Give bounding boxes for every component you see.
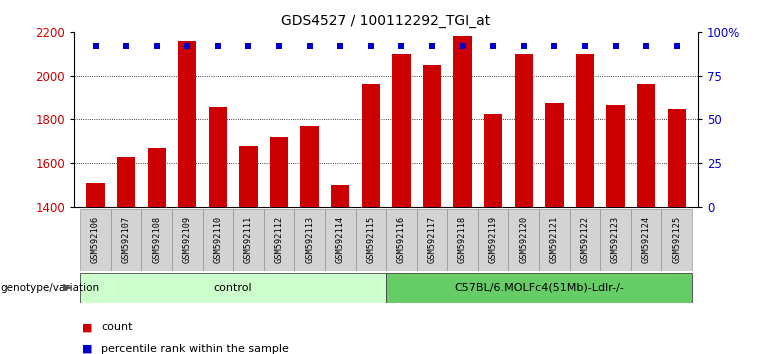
Bar (484, 114, 502, 207)
Point (334, 43, 346, 49)
Text: GSM592112: GSM592112 (275, 216, 284, 263)
Bar (661, 209, 692, 271)
Bar (203, 209, 233, 271)
Bar (147, 148, 166, 207)
Text: GSM592107: GSM592107 (122, 216, 130, 263)
Bar (117, 157, 135, 207)
Bar (478, 209, 509, 271)
Bar (386, 209, 417, 271)
Point (426, 43, 438, 49)
Point (579, 43, 591, 49)
Bar (453, 36, 472, 207)
Bar (423, 65, 441, 207)
Bar (515, 54, 533, 207)
Point (243, 43, 255, 49)
Bar (386, 273, 692, 303)
Bar (417, 209, 447, 271)
Text: control: control (214, 282, 253, 293)
Bar (362, 84, 380, 207)
Text: ■: ■ (82, 322, 92, 332)
Point (89, 43, 101, 49)
Bar (509, 209, 539, 271)
Text: count: count (101, 322, 133, 332)
Bar (356, 209, 386, 271)
Point (671, 43, 683, 49)
Point (609, 43, 622, 49)
Text: GSM592116: GSM592116 (397, 216, 406, 263)
Point (303, 43, 316, 49)
Text: GSM592111: GSM592111 (244, 216, 253, 263)
Bar (631, 209, 661, 271)
Point (487, 43, 499, 49)
Text: GSM592125: GSM592125 (672, 216, 681, 263)
Text: GSM592122: GSM592122 (580, 216, 590, 263)
Text: GSM592110: GSM592110 (214, 216, 222, 263)
Bar (239, 146, 257, 207)
Point (456, 43, 469, 49)
Bar (576, 54, 594, 207)
Text: C57BL/6.MOLFc4(51Mb)-Ldlr-/-: C57BL/6.MOLFc4(51Mb)-Ldlr-/- (454, 282, 624, 293)
Bar (111, 209, 141, 271)
Bar (264, 209, 294, 271)
Bar (539, 209, 569, 271)
Bar (141, 209, 172, 271)
Text: GSM592124: GSM592124 (642, 216, 651, 263)
Text: GSM592114: GSM592114 (335, 216, 345, 263)
Text: GSM592121: GSM592121 (550, 216, 558, 263)
Text: GSM592108: GSM592108 (152, 216, 161, 263)
Bar (233, 209, 264, 271)
Text: GSM592106: GSM592106 (91, 216, 100, 263)
Bar (569, 209, 601, 271)
Text: GSM592113: GSM592113 (305, 216, 314, 263)
Bar (545, 103, 563, 207)
Bar (172, 209, 203, 271)
Bar (87, 183, 105, 207)
Point (548, 43, 561, 49)
Bar (601, 209, 631, 271)
Bar (178, 41, 197, 207)
Bar (80, 273, 386, 303)
Point (273, 43, 285, 49)
Bar (270, 137, 289, 207)
Text: GSM592115: GSM592115 (367, 216, 375, 263)
Text: GSM592119: GSM592119 (488, 216, 498, 263)
Point (395, 43, 408, 49)
Bar (637, 84, 655, 207)
Point (151, 43, 163, 49)
Point (517, 43, 530, 49)
Text: percentile rank within the sample: percentile rank within the sample (101, 344, 289, 354)
Bar (294, 209, 325, 271)
Text: GSM592118: GSM592118 (458, 216, 467, 263)
Point (120, 43, 133, 49)
Bar (606, 105, 625, 207)
Bar (209, 107, 227, 207)
Text: GSM592120: GSM592120 (519, 216, 528, 263)
Bar (668, 109, 686, 207)
Bar (447, 209, 478, 271)
Text: GSM592117: GSM592117 (427, 216, 437, 263)
Point (364, 43, 377, 49)
Text: ■: ■ (82, 344, 92, 354)
Title: GDS4527 / 100112292_TGI_at: GDS4527 / 100112292_TGI_at (282, 14, 491, 28)
Bar (80, 209, 111, 271)
Bar (325, 209, 356, 271)
Text: genotype/variation: genotype/variation (1, 282, 100, 293)
Text: GSM592109: GSM592109 (183, 216, 192, 263)
Point (640, 43, 652, 49)
Bar (331, 185, 349, 207)
Bar (300, 126, 319, 207)
Text: GSM592123: GSM592123 (611, 216, 620, 263)
Point (181, 43, 193, 49)
Point (211, 43, 224, 49)
Bar (392, 54, 410, 207)
